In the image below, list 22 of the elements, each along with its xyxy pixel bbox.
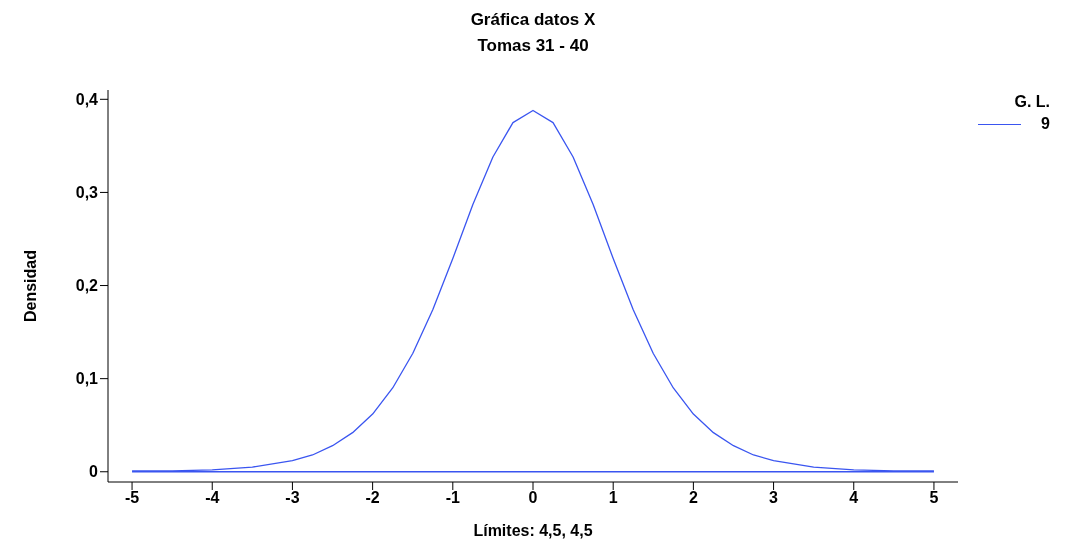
y-tick-label: 0,4 [75,90,99,108]
chart-subtitle: Tomas 31 - 40 [476,36,590,56]
legend-label: 9 [1041,115,1051,133]
x-tick-label: 0 [528,489,538,507]
y-axis-title: Densidad [21,249,39,323]
y-tick-label: 0,1 [75,370,99,388]
x-tick-label: 3 [769,489,779,507]
x-tick-label: 2 [688,489,698,507]
y-tick-label: 0,3 [75,184,99,202]
chart-title: Gráfica datos X [469,10,597,30]
x-tick-label: 5 [929,489,939,507]
x-tick-label: -5 [124,489,140,507]
x-tick-label: -1 [445,489,461,507]
legend-title: G. L. [1013,93,1051,111]
y-tick-label: 0,2 [75,277,99,295]
x-tick-label: -4 [205,489,220,507]
x-axis-title: Límites: 4,5, 4,5 [473,522,593,539]
x-tick-label: -3 [285,489,300,507]
x-tick-label: 4 [849,489,859,507]
x-tick-label: 1 [608,489,618,507]
x-tick-label: -2 [365,489,380,507]
y-tick-label: 0 [89,463,99,481]
